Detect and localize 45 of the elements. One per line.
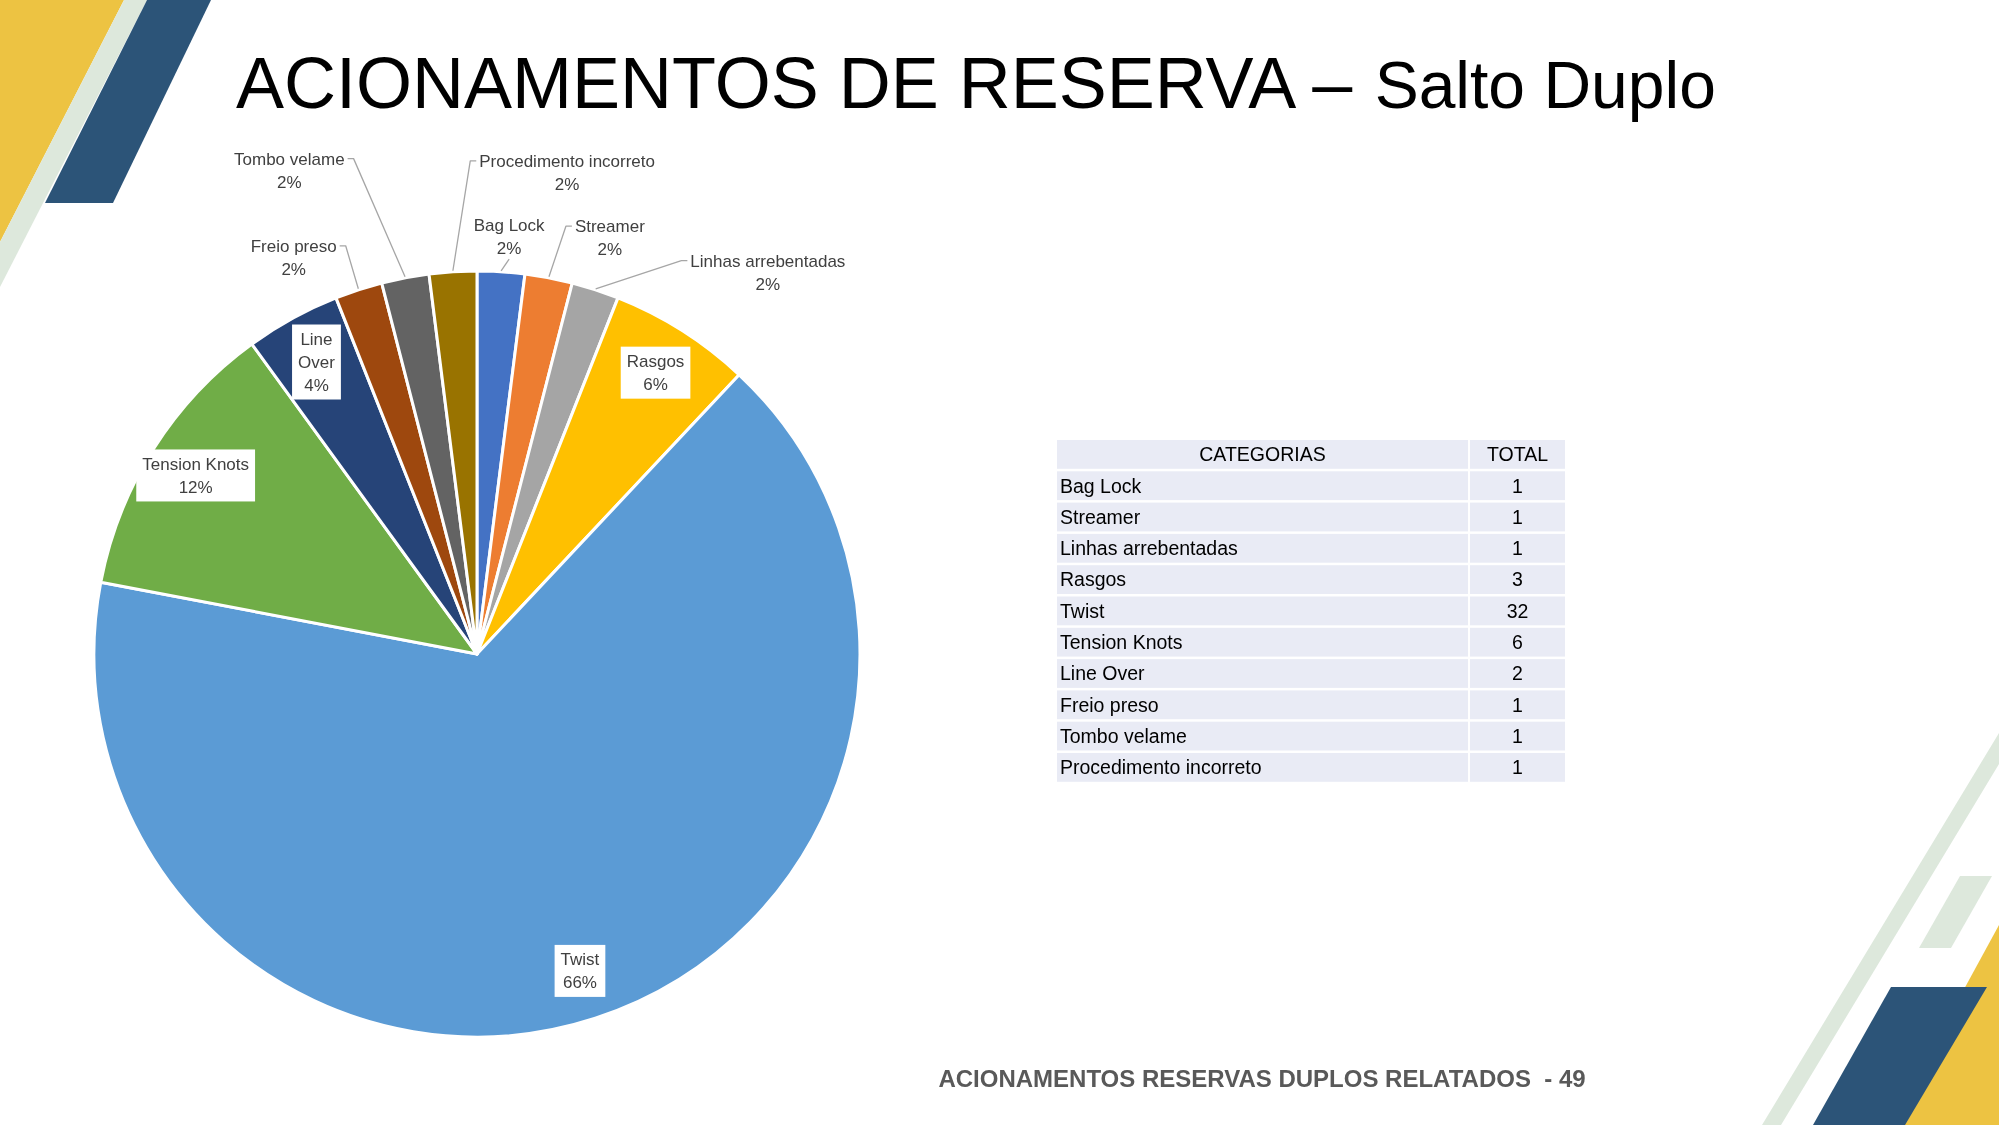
category-label: Line Over — [1060, 662, 1146, 685]
category-label: Procedimento incorreto — [1060, 756, 1262, 779]
data-label: 2% — [277, 172, 302, 192]
text: ACIONAMENTOS RESERVAS DUPLOS RELATADOS - 49 — [938, 1065, 1586, 1092]
category-label: Tension Knots — [1060, 631, 1183, 654]
slice-label: Bag Lock — [473, 215, 546, 235]
slice-label: Streamer — [574, 217, 646, 237]
category-label: Rasgos — [1060, 568, 1127, 591]
data-label: 1 — [1512, 505, 1523, 528]
data-label: 2% — [496, 238, 522, 258]
text: Salto Duplo — [1374, 48, 1716, 122]
category-label: Streamer — [1060, 505, 1141, 528]
slice-label: Tension Knots — [142, 454, 250, 474]
category-label: Freio preso — [1060, 693, 1159, 716]
slice-label: Rasgos — [626, 352, 685, 372]
category-label: Linhas arrebentadas — [1060, 537, 1239, 560]
chart-title: ACIONAMENTOS DE RESERVA – — [236, 43, 1354, 123]
data-label: 4% — [304, 375, 329, 395]
data-label: 6% — [643, 375, 668, 395]
data-label: 1 — [1512, 537, 1523, 560]
data-label: 1 — [1512, 756, 1523, 779]
slice-label: Line Over — [298, 329, 336, 372]
slice-label: Procedimento incorreto — [479, 151, 656, 171]
data-label: 6 — [1512, 631, 1523, 654]
slice-label: Twist — [560, 950, 600, 970]
data-label: 2 — [1512, 662, 1523, 685]
data-label: 2% — [755, 274, 781, 294]
data-label: 2% — [281, 259, 306, 279]
data-label: 3 — [1512, 568, 1523, 591]
data-label: 1 — [1512, 693, 1523, 716]
slice-label: Freio preso — [250, 236, 337, 256]
category-label: Bag Lock — [1060, 474, 1142, 497]
text: TOTAL — [1486, 443, 1549, 466]
data-label: 66% — [562, 973, 597, 993]
slice-label: Linhas arrebentadas — [690, 251, 846, 271]
data-label: 32 — [1506, 599, 1529, 622]
data-label: 1 — [1512, 474, 1523, 497]
text: CATEGORIAS — [1199, 443, 1326, 466]
data-label: 1 — [1512, 724, 1523, 747]
data-label: 2% — [554, 174, 580, 194]
category-label: Tombo velame — [1060, 724, 1187, 747]
data-label: 12% — [178, 477, 213, 497]
category-label: Twist — [1060, 599, 1105, 622]
slice-label: Tombo velame — [234, 149, 345, 169]
data-label: 2% — [597, 240, 623, 260]
